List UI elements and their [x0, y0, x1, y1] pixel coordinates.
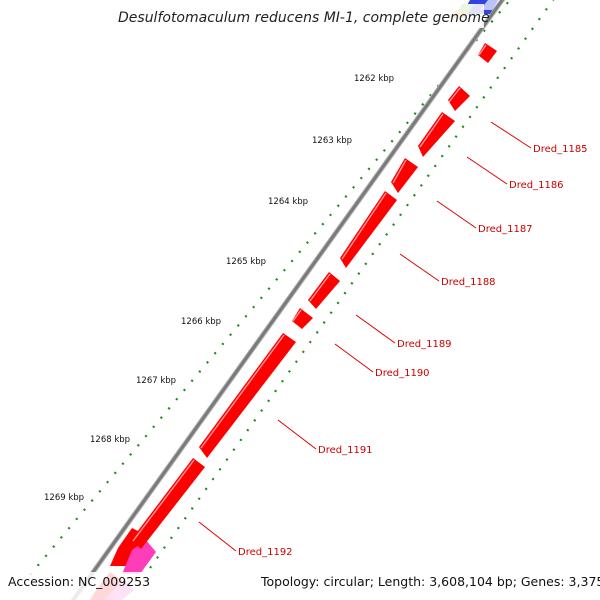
gene-label[interactable]: Dred_1185 — [533, 144, 588, 155]
genome-summary-text: Topology: circular; Length: 3,608,104 bp… — [260, 574, 600, 589]
leader-line — [355, 314, 396, 344]
gene-labels: Dred_1185 Dred_1186 Dred_1187 Dred_1188 … — [238, 144, 588, 558]
leader-line — [399, 253, 440, 282]
kbp-label: 1266 kbp — [181, 317, 221, 327]
kbp-label: 1268 kbp — [90, 435, 130, 445]
accession-text: Accession: NC_009253 — [8, 574, 150, 589]
gene-arrow[interactable] — [448, 86, 470, 111]
leader-line — [277, 419, 317, 450]
kbp-label: 1262 kbp — [354, 74, 394, 84]
gene-arrow[interactable] — [308, 272, 340, 309]
leader-line — [490, 121, 532, 149]
gene-label[interactable]: Dred_1190 — [375, 368, 430, 379]
gene-label[interactable]: Dred_1191 — [318, 445, 373, 456]
kbp-label: 1263 kbp — [312, 136, 352, 146]
leader-line — [436, 200, 477, 229]
backbone — [71, 0, 505, 600]
kbp-label: 1267 kbp — [136, 376, 176, 386]
gene-label[interactable]: Dred_1187 — [478, 224, 533, 235]
gene-label[interactable]: Dred_1188 — [441, 277, 496, 288]
gene-arrow[interactable] — [418, 112, 455, 157]
gene-leader-lines — [198, 121, 532, 552]
footer-backdrop — [0, 572, 600, 600]
kbp-label: 1264 kbp — [268, 197, 308, 207]
gene-arrows — [131, 43, 497, 549]
leader-line — [334, 343, 374, 373]
kbp-label: 1265 kbp — [226, 257, 266, 267]
kbp-scale-labels: 1262 kbp 1263 kbp 1264 kbp 1265 kbp 1266… — [44, 74, 394, 503]
gene-arrow[interactable] — [478, 43, 497, 63]
leader-line — [198, 521, 237, 552]
gene-label[interactable]: Dred_1186 — [509, 180, 564, 191]
title-backdrop — [112, 4, 484, 28]
kbp-label: 1269 kbp — [44, 493, 84, 503]
gene-label[interactable]: Dred_1189 — [397, 339, 452, 350]
gene-arrow[interactable] — [391, 158, 418, 193]
gene-arrow[interactable] — [340, 191, 397, 268]
gene-label[interactable]: Dred_1192 — [238, 547, 293, 558]
gene-arrow[interactable] — [199, 333, 296, 458]
map-title: Desulfotomaculum reducens MI-1, complete… — [118, 10, 490, 26]
gene-arrow[interactable] — [292, 308, 313, 329]
leader-line — [466, 156, 508, 185]
tick-track-inner — [149, 0, 555, 569]
gene-arrow[interactable] — [131, 458, 205, 549]
